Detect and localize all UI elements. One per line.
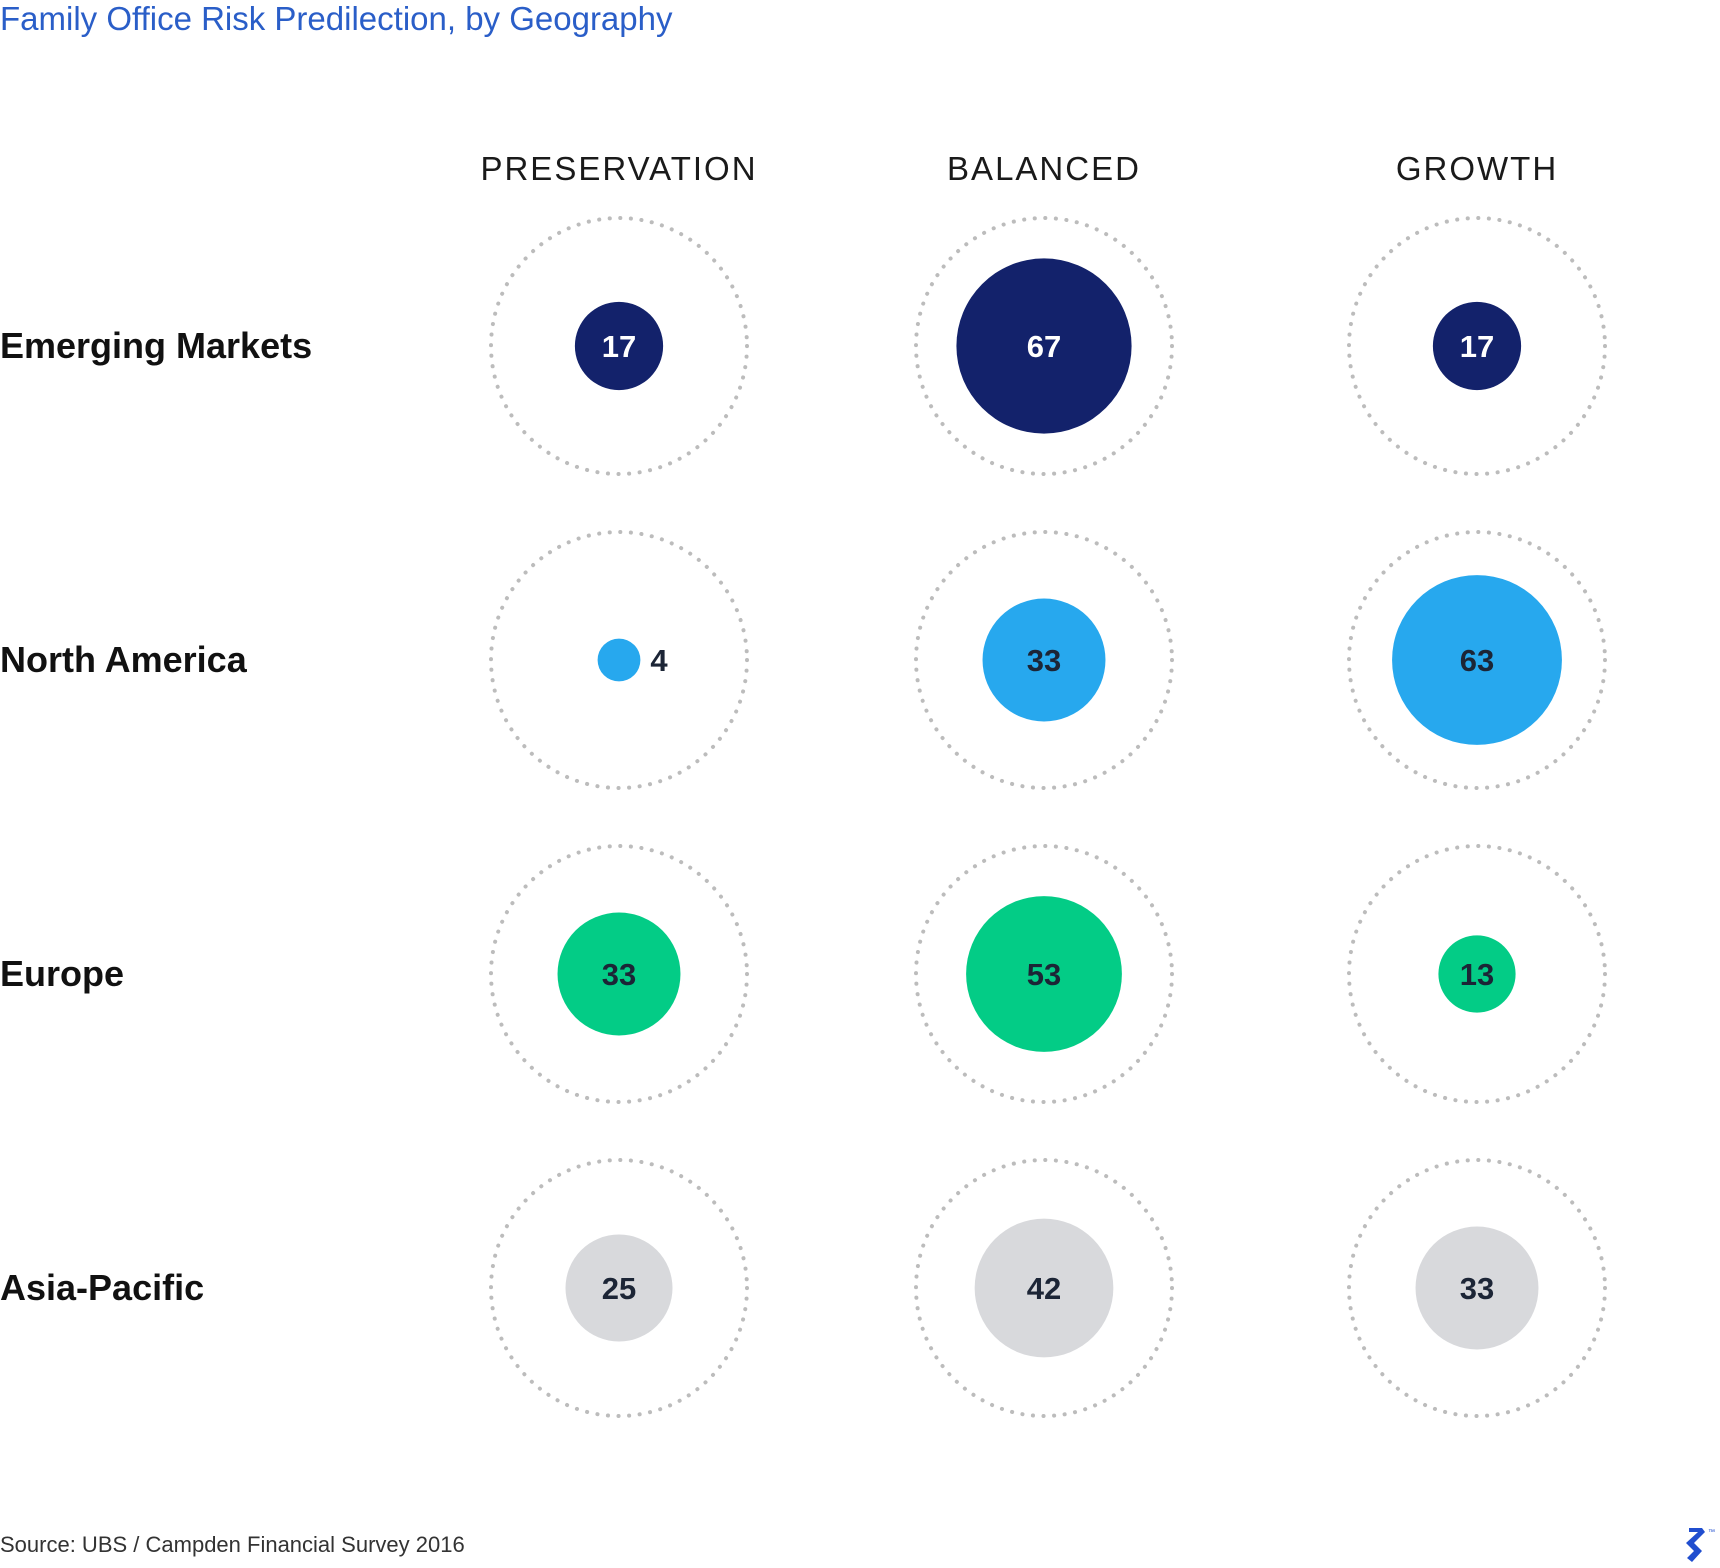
- value-label-north-america-balanced: 33: [1027, 643, 1061, 678]
- bubble-europe-balanced: [966, 896, 1122, 1052]
- bubble-north-america-preservation: [597, 638, 641, 682]
- value-label-asia-pacific-growth: 33: [1460, 1271, 1494, 1306]
- value-label-asia-pacific-preservation: 25: [602, 1271, 636, 1306]
- ring-asia-pacific-balanced: [914, 1158, 1174, 1418]
- ring-emerging-markets-growth: [1347, 216, 1607, 476]
- toptal-logo-icon: ™: [1686, 1528, 1715, 1562]
- bubble-emerging-markets-growth: [1432, 301, 1522, 391]
- value-label-emerging-markets-growth: 17: [1460, 329, 1494, 364]
- bubble-europe-growth: [1438, 935, 1516, 1013]
- ring-asia-pacific-growth: [1347, 1158, 1607, 1418]
- value-label-asia-pacific-balanced: 42: [1027, 1271, 1061, 1306]
- ring-emerging-markets-preservation: [489, 216, 749, 476]
- row-label-asia-pacific: Asia-Pacific: [0, 1267, 204, 1308]
- row-label-north-america: North America: [0, 639, 248, 680]
- bubble-matrix-chart: PRESERVATION BALANCED GROWTH Emerging Marke…: [0, 150, 1607, 1418]
- ring-europe-balanced: [914, 844, 1174, 1104]
- ring-asia-pacific-preservation: [489, 1158, 749, 1418]
- bubble-emerging-markets-preservation: [574, 301, 664, 391]
- value-label-europe-balanced: 53: [1027, 957, 1061, 992]
- value-label-emerging-markets-preservation: 17: [602, 329, 636, 364]
- value-label-europe-preservation: 33: [602, 957, 636, 992]
- ring-north-america-preservation: [489, 530, 749, 790]
- ring-europe-growth: [1347, 844, 1607, 1104]
- bubble-asia-pacific-preservation: [565, 1234, 673, 1342]
- row-label-emerging-markets: Emerging Markets: [0, 325, 312, 366]
- bubble-europe-preservation: [557, 912, 681, 1036]
- bubble-north-america-growth: [1392, 575, 1562, 745]
- column-label-growth: GROWTH: [1396, 150, 1558, 187]
- source-note: Source: UBS / Campden Financial Survey 2…: [0, 1532, 465, 1557]
- bubble-asia-pacific-growth: [1415, 1226, 1539, 1350]
- column-label-balanced: BALANCED: [947, 150, 1141, 187]
- chart-title: Family Office Risk Predilection, by Geog…: [0, 0, 673, 37]
- column-label-preservation: PRESERVATION: [480, 150, 757, 187]
- bubble-north-america-balanced: [982, 598, 1106, 722]
- ring-north-america-growth: [1347, 530, 1607, 790]
- value-label-europe-growth: 13: [1460, 957, 1494, 992]
- ring-europe-preservation: [489, 844, 749, 1104]
- value-label-north-america-preservation: 4: [650, 643, 668, 678]
- bubble-asia-pacific-balanced: [974, 1218, 1114, 1358]
- row-label-europe: Europe: [0, 953, 124, 994]
- bubble-emerging-markets-balanced: [956, 258, 1132, 434]
- value-label-emerging-markets-balanced: 67: [1027, 329, 1061, 364]
- trademark-mark: ™: [1708, 1529, 1715, 1536]
- ring-north-america-balanced: [914, 530, 1174, 790]
- value-label-north-america-growth: 63: [1460, 643, 1494, 678]
- ring-emerging-markets-balanced: [914, 216, 1174, 476]
